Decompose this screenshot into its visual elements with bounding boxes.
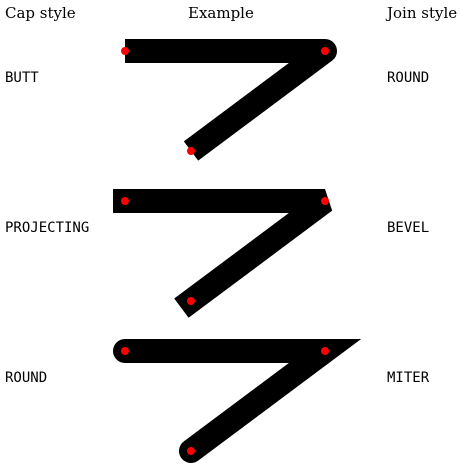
example-header: Example bbox=[188, 4, 254, 22]
cap-style-header: Cap style bbox=[5, 4, 76, 22]
vertex-point bbox=[321, 197, 329, 205]
join-style-header: Join style bbox=[387, 4, 458, 22]
vertex-point bbox=[321, 47, 329, 55]
example-stroke-round-miter bbox=[113, 339, 362, 463]
join-label-miter: MITER bbox=[387, 370, 430, 386]
vertex-point bbox=[187, 447, 195, 455]
join-label-round: ROUND bbox=[387, 70, 430, 86]
cap-label-butt: BUTT bbox=[5, 70, 39, 86]
vertex-point bbox=[121, 347, 129, 355]
cap-label-round: ROUND bbox=[5, 370, 48, 386]
example-stroke-butt-round bbox=[125, 39, 337, 161]
vertex-point bbox=[187, 147, 195, 155]
cap-label-projecting: PROJECTING bbox=[5, 220, 90, 236]
join-label-bevel: BEVEL bbox=[387, 220, 430, 236]
vertex-point bbox=[187, 297, 195, 305]
vertex-point bbox=[121, 197, 129, 205]
example-stroke-projecting-bevel bbox=[113, 189, 333, 318]
vertex-point bbox=[321, 347, 329, 355]
vertex-point bbox=[121, 47, 129, 55]
